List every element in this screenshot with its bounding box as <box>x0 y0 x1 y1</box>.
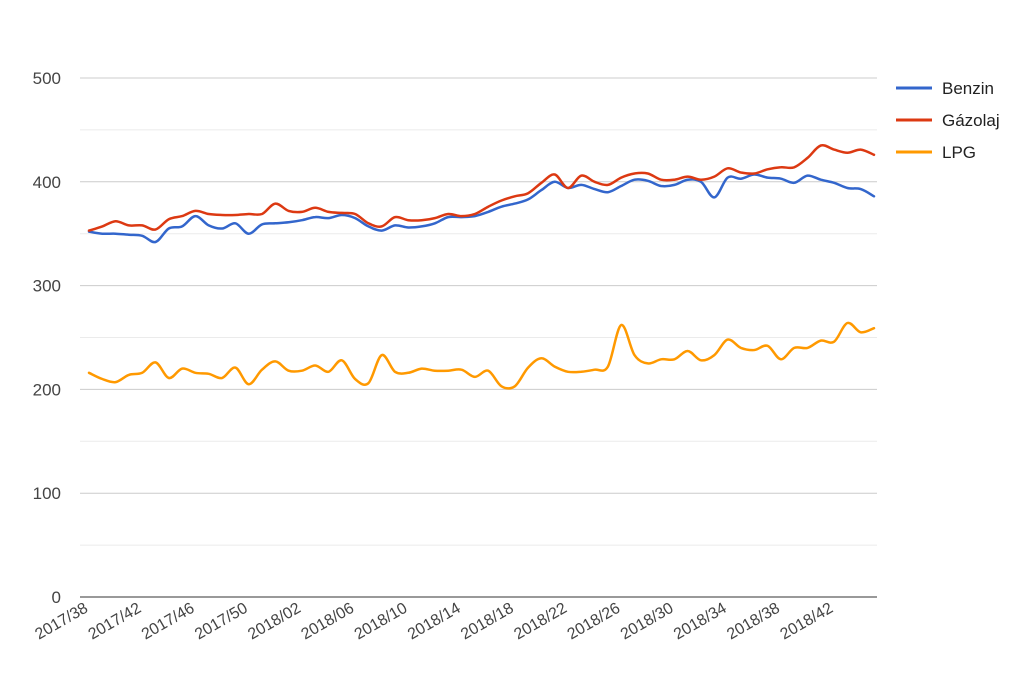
x-tick-label: 2018/18 <box>458 600 517 644</box>
legend-label: Gázolaj <box>942 111 1000 130</box>
gridlines <box>80 77 877 598</box>
x-axis-ticks: 2017/382017/422017/462017/502018/022018/… <box>32 600 836 644</box>
x-tick-label: 2017/46 <box>139 600 198 644</box>
x-tick-label: 2018/34 <box>671 600 730 644</box>
legend-label: Benzin <box>942 79 994 98</box>
x-tick-label: 2018/26 <box>565 600 624 644</box>
x-tick-label: 2017/42 <box>86 600 145 644</box>
y-tick-label: 0 <box>52 588 61 607</box>
series-line-benzin <box>87 173 876 244</box>
x-tick-label: 2018/06 <box>299 600 358 644</box>
x-tick-label: 2018/22 <box>511 600 570 644</box>
y-tick-label: 200 <box>33 380 61 399</box>
x-tick-label: 2018/38 <box>724 600 783 644</box>
y-axis-ticks: 0 100 200 300 400 500 <box>33 69 61 607</box>
y-tick-label: 400 <box>33 173 61 192</box>
series-line-lpg <box>87 321 876 390</box>
x-tick-label: 2018/30 <box>618 600 677 644</box>
series-lines <box>87 143 876 390</box>
y-tick-label: 500 <box>33 69 61 88</box>
x-tick-label: 2018/10 <box>352 600 411 644</box>
x-tick-label: 2018/02 <box>245 600 304 644</box>
y-tick-label: 300 <box>33 277 61 296</box>
x-tick-label: 2018/42 <box>777 600 836 644</box>
legend-label: LPG <box>942 143 976 162</box>
series-line-g-zolaj <box>87 143 876 232</box>
x-tick-label: 2018/14 <box>405 600 464 644</box>
legend: Benzin Gázolaj LPG <box>896 79 1000 162</box>
x-tick-label: 2017/38 <box>32 600 91 644</box>
x-tick-label: 2017/50 <box>192 600 251 644</box>
y-tick-label: 100 <box>33 484 61 503</box>
